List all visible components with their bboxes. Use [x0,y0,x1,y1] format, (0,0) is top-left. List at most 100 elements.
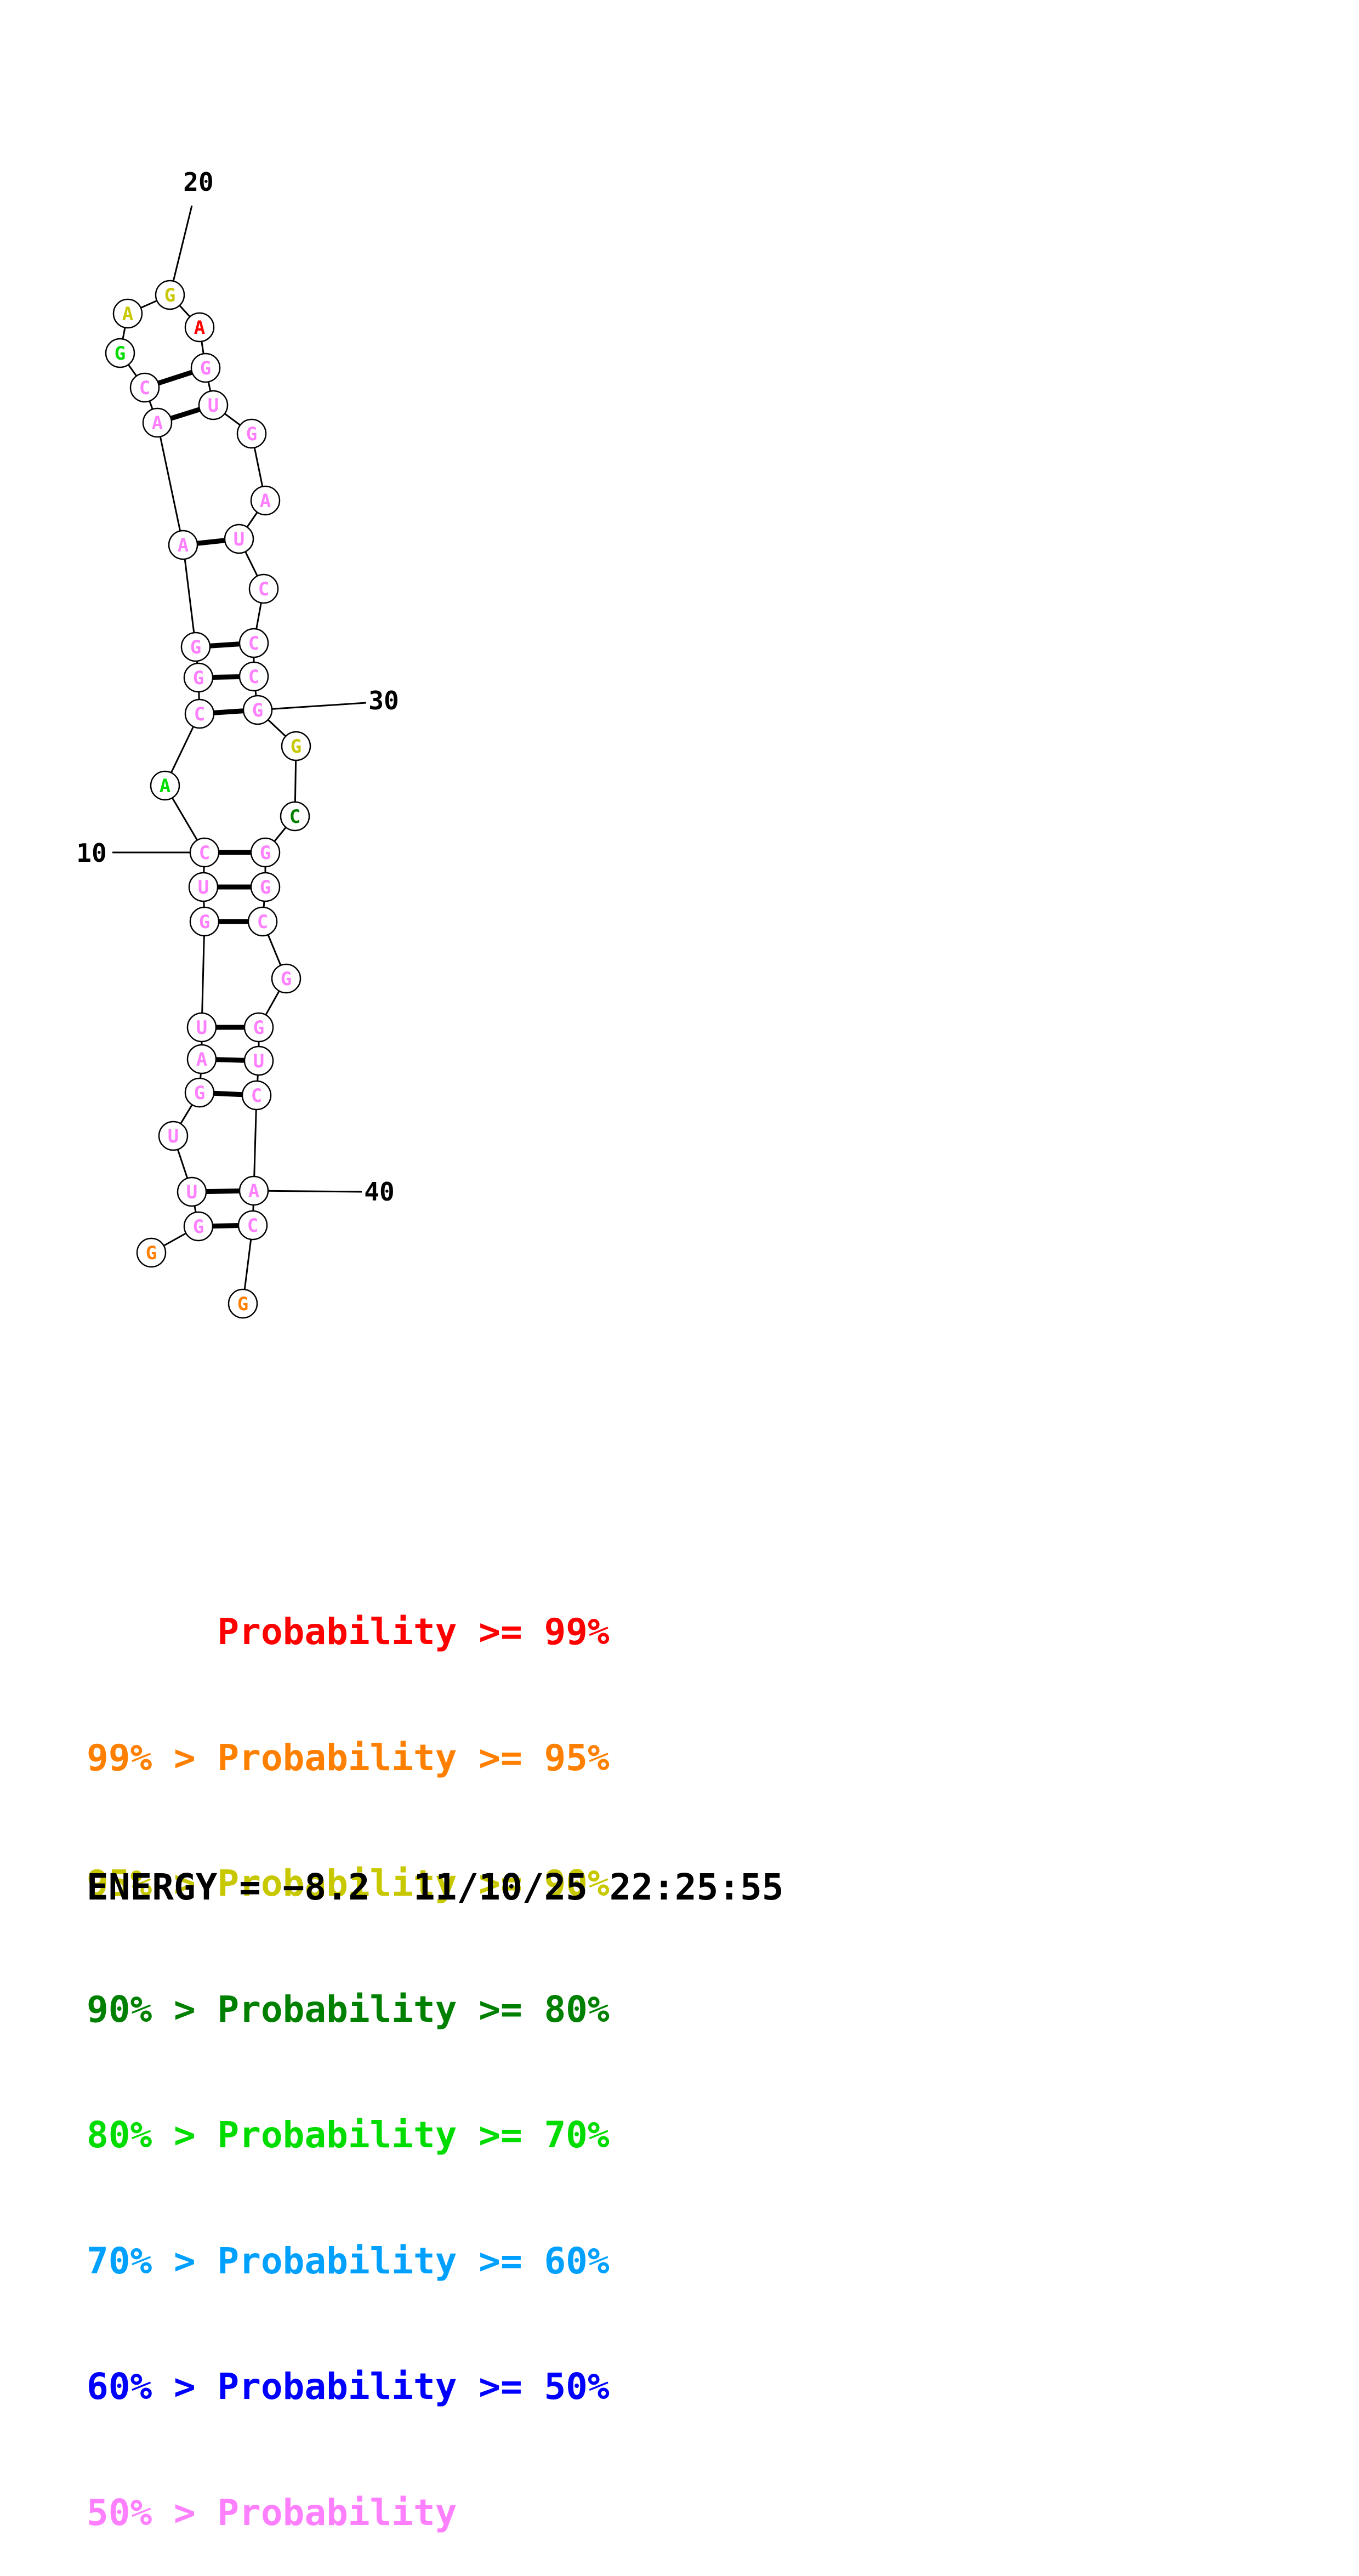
backbone-link [182,544,197,647]
nucleotide-circle [142,407,173,438]
nucleotide-base-letter: U [198,877,209,899]
nucleotide-base-letter: U [234,528,244,550]
nucleotide-circle [186,1012,217,1043]
legend-row-p60: 70% > Probability >= 60% [87,2239,610,2282]
position-number-label: 20 [183,167,213,197]
nucleotide-base-letter: G [194,1082,205,1104]
nucleotide-base-letter: G [291,736,302,758]
nucleotide-base-letter: G [193,667,204,689]
nucleotide-circle [112,298,143,329]
nucleotide-circle [189,837,220,868]
nucleotide-circle [243,1012,274,1043]
nucleotide-base-letter: A [260,490,271,512]
nucleotide-circle [224,524,254,554]
nucleotide-base-letter: G [199,911,210,933]
nucleotide-base-letter: C [289,806,300,828]
nucleotide-base-letter: C [248,666,259,688]
label-leader-line [257,702,367,711]
nucleotide-base-letter: C [257,911,268,933]
nucleotide-base-letter: G [164,285,175,306]
nucleotide-base-letter: C [258,578,269,600]
nucleotide-circle [228,1288,258,1319]
nucleotide-base-letter: A [160,775,170,797]
nucleotide-base-letter: G [252,700,263,721]
nucleotide-circle [242,695,273,725]
legend-row-p50: 60% > Probability >= 50% [87,2365,610,2408]
nucleotide-circle [238,628,269,658]
nucleotide-base-letter: G [246,423,257,445]
nucleotide-circle [155,280,185,310]
nucleotide-base-letter: G [281,968,292,990]
position-number-label: 10 [76,838,106,868]
nucleotide-circle [184,1077,215,1108]
nucleotide-base-letter: C [199,842,210,864]
backbone-link [156,422,184,545]
nucleotide-circle [189,906,220,937]
nucleotide-base-letter: C [194,703,205,725]
nucleotide-base-letter: U [253,1050,264,1072]
nucleotide-circle [238,661,269,692]
nucleotide-base-letter: G [193,1216,204,1238]
nucleotide-circle [238,1175,269,1206]
nucleotide-circle [241,1080,272,1111]
nucleotide-base-letter: C [247,1215,258,1237]
nucleotide-circle [250,837,281,868]
nucleotide-base-letter: C [251,1085,262,1107]
nucleotide-circle [248,573,279,604]
rna-structure-plot: GGUUGAUGUCACGGAACGAGAGUGAUCCCGGCGGCGGUCA… [76,167,399,1319]
nucleotide-circle [243,1045,274,1076]
legend-row-p70: 80% > Probability >= 70% [87,2114,610,2156]
nucleotide-circle [180,632,211,662]
nucleotide-circle [129,372,160,403]
nucleotide-circle [188,872,219,902]
energy-status-line: ENERGY = −8.2 11/10/25 22:25:55 [87,1866,784,1908]
nucleotide-base-letter: G [146,1242,157,1264]
backbone-link [253,1095,258,1191]
nucleotide-circle [190,352,221,383]
nucleotide-base-letter: A [196,1049,207,1071]
legend-row-p80: 90% > Probability >= 80% [87,1988,610,2031]
nucleotide-circle [280,801,310,832]
nucleotide-base-letter: U [208,395,219,417]
nucleotide-base-letter: A [194,317,205,339]
nucleotide-circle [186,1044,217,1074]
nucleotide-circle [250,485,281,516]
nucleotide-base-letter: U [168,1125,179,1147]
nucleotide-circle [250,872,281,902]
nucleotide-circle [184,698,215,729]
nucleotide-base-letter: G [253,1017,264,1039]
nucleotide-base-letter: A [152,412,163,434]
nucleotide-base-letter: G [260,842,271,864]
nucleotide-circle [150,770,180,801]
nucleotide-base-letter: C [139,377,150,399]
nucleotide-circle [198,390,229,420]
probability-legend: Probability >= 99% 99% > Probability >= … [87,1527,610,2576]
nucleotide-circle [271,963,302,994]
nucleotide-circle [177,1176,207,1207]
label-leader-line [169,205,193,295]
nucleotide-base-letter: A [178,534,189,556]
label-leader-line [253,1190,362,1193]
nucleotide-base-letter: G [200,357,211,379]
nucleotide-circle [281,731,311,761]
nucleotide-circle [136,1237,167,1268]
nucleotide-base-letter: G [115,343,126,365]
nucleotide-circle [168,530,198,560]
nucleotide-circle [183,1211,214,1242]
legend-row-p99: Probability >= 99% [87,1611,610,1653]
legend-row-p90: 95% > Probability >= 90% [87,1862,610,1904]
nucleotide-base-letter: G [260,877,271,899]
nucleotide-circle [237,1210,268,1241]
nucleotide-circle [236,418,267,449]
nucleotide-circle [184,312,215,343]
backbone-link [201,921,206,1028]
nucleotide-circle [105,338,135,368]
nucleotide-base-letter: A [248,1180,259,1202]
legend-row-below50: 50% > Probability [87,2491,457,2534]
nucleotide-circle [183,662,214,693]
nucleotide-base-letter: G [237,1293,248,1315]
position-number-label: 40 [364,1177,394,1207]
nucleotide-circle [247,906,278,937]
nucleotide-base-letter: A [122,303,133,325]
nucleotide-base-letter: U [186,1181,197,1203]
